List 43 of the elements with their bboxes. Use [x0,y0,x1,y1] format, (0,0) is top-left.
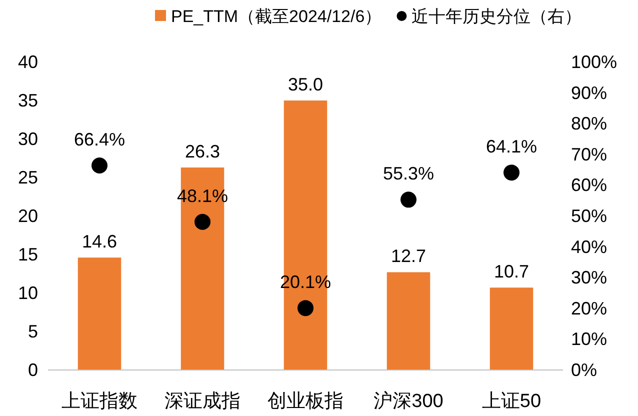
x-tick-label: 上证指数 [62,391,138,412]
data-label: 14.6 [82,232,118,252]
y-tick-label: 30 [18,129,38,149]
y-tick-label: 20 [18,206,38,226]
data-label: 66.4% [74,129,126,150]
y2-tick-label: 90% [571,82,608,103]
data-label: 26.3 [184,141,220,162]
x-tick-label: 创业板指 [268,391,344,412]
y-tick-label: 10 [18,283,38,303]
y-tick-label: 0 [28,360,38,380]
y2-tick-label: 50% [571,206,608,226]
point [194,214,210,230]
y-tick-label: 15 [18,244,38,264]
data-label: 12.7 [390,246,426,266]
bar [78,258,122,370]
y2-tick-label: 80% [571,114,608,134]
data-label: 35.0 [288,74,324,94]
y-tick-label: 25 [18,168,38,188]
bar [386,272,430,370]
point [298,300,314,316]
y-tick-label: 35 [18,90,38,110]
data-label: 10.7 [494,262,530,282]
y2-tick-label: 70% [571,144,608,164]
x-tick-label: 上证50 [482,391,542,412]
x-tick-label: 深证成指 [164,391,240,412]
y-tick-label: 40 [18,52,38,72]
y2-tick-label: 30% [571,268,608,288]
y2-tick-label: 0% [571,360,598,380]
legend-label: PE_TTM（截至2024/12/6） [171,7,382,26]
legend-label: 近十年历史分位（右） [412,7,582,26]
point [400,192,416,208]
data-label: 55.3% [382,164,434,184]
x-tick-label: 沪深300 [374,390,444,412]
point [92,157,108,174]
y2-tick-label: 40% [571,236,608,257]
y-tick-label: 5 [28,322,38,342]
bar [490,288,534,370]
y2-tick-label: 60% [571,175,608,196]
y2-tick-label: 20% [571,298,608,318]
y2-tick-label: 10% [571,329,608,350]
y2-tick-label: 100% [571,52,618,72]
data-label: 64.1% [486,136,538,157]
point [504,164,520,181]
